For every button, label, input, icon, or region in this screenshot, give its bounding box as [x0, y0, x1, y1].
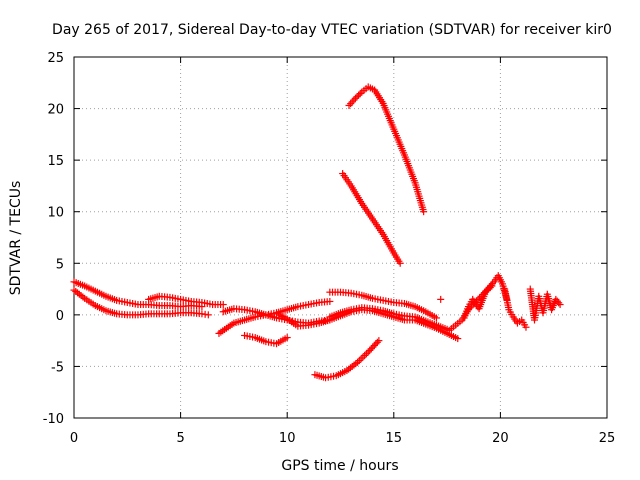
y-tick-label: 5 — [56, 257, 64, 272]
y-tick-labels: -10 -5 0 5 10 15 20 25 — [43, 51, 64, 427]
x-axis-label: GPS time / hours — [281, 458, 398, 474]
series-track-7 — [273, 309, 334, 330]
series-fill-track-1 — [72, 279, 203, 310]
series-fill-track-11 — [340, 172, 403, 265]
axis-ticks — [73, 56, 608, 419]
series-fill-track-6 — [243, 332, 289, 347]
chart-title: Day 265 of 2017, Sidereal Day-to-day VTE… — [52, 22, 612, 38]
data-series — [70, 83, 564, 382]
series-fill-track-16 — [527, 287, 563, 322]
y-tick-label: 20 — [47, 103, 64, 118]
series-track-2 — [70, 286, 212, 319]
series-fill-track-14 — [461, 284, 494, 320]
y-tick-label: 10 — [47, 206, 64, 221]
series-fill-track-3 — [147, 293, 225, 309]
series-track-6 — [241, 331, 291, 348]
plot-frame — [73, 56, 608, 419]
series-track-14 — [460, 282, 496, 322]
x-tick-label: 25 — [599, 431, 616, 446]
data-point — [351, 94, 359, 102]
y-tick-label: 15 — [47, 154, 64, 169]
series-fill-track-2 — [72, 287, 209, 319]
x-tick-label: 5 — [176, 431, 184, 446]
series-fill-track-7 — [275, 310, 332, 330]
series-fill-track-10 — [313, 338, 381, 381]
series-fill-track-9 — [329, 288, 438, 321]
x-tick-label: 15 — [386, 431, 403, 446]
y-tick-label: -5 — [51, 360, 64, 375]
x-tick-label: 10 — [279, 431, 296, 446]
series-outlier — [437, 295, 445, 303]
y-tick-label: -10 — [43, 412, 64, 427]
series-fill-track-13 — [447, 274, 510, 333]
series-track-16 — [526, 285, 564, 324]
y-axis-label: SDTVAR / TECUs — [8, 181, 24, 296]
y-tick-label: 0 — [56, 309, 64, 324]
series-fill-track-15 — [501, 287, 529, 329]
x-tick-label: 20 — [492, 431, 509, 446]
series-fill-track-12 — [347, 84, 427, 213]
x-tick-labels: 0 5 10 15 20 25 — [70, 431, 615, 446]
data-point — [437, 295, 445, 303]
series-fill-track-8 — [328, 304, 449, 332]
series-track-3 — [145, 292, 227, 309]
gridlines — [74, 57, 607, 418]
data-point — [375, 337, 383, 345]
x-tick-label: 0 — [70, 431, 78, 446]
y-tick-label: 25 — [47, 51, 64, 66]
series-track-15 — [501, 285, 530, 331]
series-track-10 — [311, 337, 383, 382]
series-track-9 — [326, 288, 440, 322]
data-point — [345, 101, 353, 109]
data-point — [488, 282, 496, 290]
series-track-8 — [326, 304, 451, 333]
series-track-1 — [70, 278, 206, 311]
series-track-11 — [339, 170, 404, 267]
series-track-12 — [345, 83, 428, 216]
